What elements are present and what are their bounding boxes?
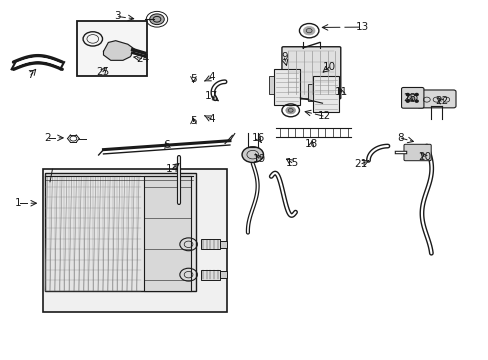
Text: 22: 22	[434, 96, 447, 107]
Text: 20: 20	[417, 152, 430, 162]
FancyBboxPatch shape	[282, 47, 340, 99]
Circle shape	[408, 96, 414, 100]
Text: 13: 13	[355, 22, 368, 32]
FancyBboxPatch shape	[401, 87, 423, 108]
Text: 5: 5	[190, 74, 196, 84]
Text: 1: 1	[15, 198, 21, 208]
Bar	[201, 270, 220, 280]
FancyBboxPatch shape	[403, 144, 430, 161]
Text: 17: 17	[205, 91, 218, 101]
Text: 8: 8	[396, 133, 403, 143]
Text: 14: 14	[165, 163, 179, 174]
Bar	[220, 271, 227, 278]
Circle shape	[285, 107, 295, 114]
Bar	[220, 241, 227, 248]
Text: 9: 9	[281, 53, 287, 63]
Text: 19: 19	[252, 154, 265, 163]
Polygon shape	[103, 41, 135, 60]
Text: 15: 15	[285, 158, 298, 168]
FancyBboxPatch shape	[416, 90, 455, 108]
Text: 18: 18	[305, 139, 318, 149]
Text: 16: 16	[251, 133, 264, 143]
Text: 4: 4	[208, 114, 215, 124]
Circle shape	[149, 14, 164, 24]
Text: 21: 21	[354, 159, 367, 169]
Circle shape	[406, 100, 408, 102]
Bar	[45, 173, 196, 291]
Text: 25: 25	[96, 67, 109, 77]
Bar	[268, 76, 273, 94]
Text: 2: 2	[44, 133, 51, 143]
Text: 4: 4	[208, 72, 215, 82]
Bar	[307, 84, 312, 102]
Circle shape	[303, 26, 314, 35]
Bar	[42, 169, 227, 312]
Bar	[273, 69, 300, 105]
Text: 7: 7	[27, 70, 34, 80]
Circle shape	[414, 94, 417, 96]
Text: 24: 24	[136, 54, 149, 64]
Text: 11: 11	[334, 87, 347, 98]
Bar	[201, 239, 220, 249]
Text: 23: 23	[403, 93, 416, 103]
Bar	[143, 176, 191, 291]
Circle shape	[242, 147, 263, 162]
Text: 3: 3	[114, 12, 120, 21]
Circle shape	[406, 94, 408, 96]
Bar	[77, 21, 147, 76]
Text: 6: 6	[163, 140, 170, 150]
Bar	[312, 76, 339, 112]
Circle shape	[414, 100, 417, 102]
Text: 12: 12	[318, 111, 331, 121]
Text: 5: 5	[190, 116, 196, 126]
Text: 10: 10	[323, 62, 335, 72]
